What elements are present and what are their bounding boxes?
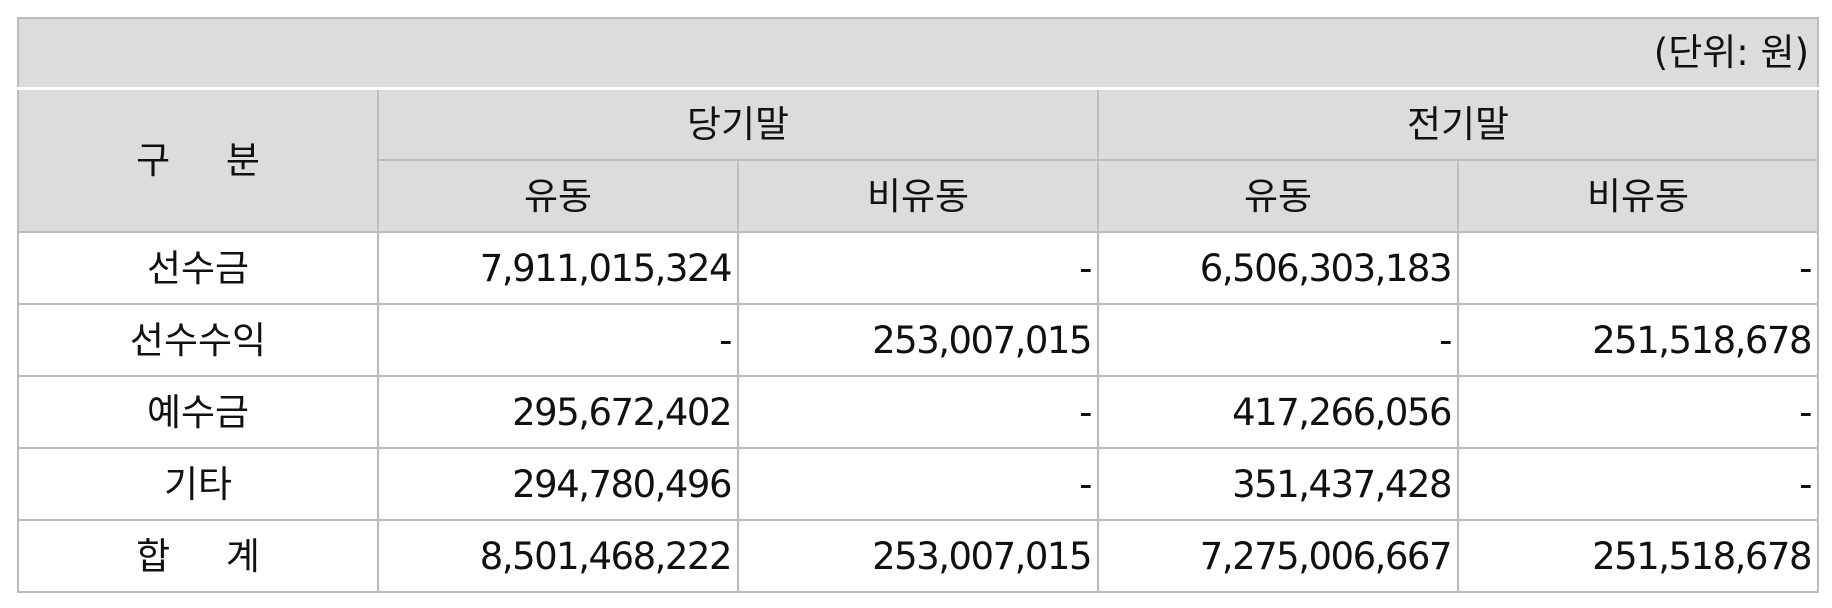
row-label: 예수금 bbox=[17, 375, 379, 449]
row-label: 선수수익 bbox=[17, 303, 379, 377]
cell-value: - bbox=[1097, 303, 1459, 377]
unit-row: (단위: 원) bbox=[17, 17, 1819, 90]
prior-period-noncurrent-header: 비유동 bbox=[1457, 159, 1819, 233]
total-row: 합 계 8,501,468,222 253,007,015 7,275,006,… bbox=[17, 519, 1819, 593]
table-row: 예수금 295,672,402 - 417,266,056 - bbox=[17, 375, 1819, 449]
cell-value: 6,506,303,183 bbox=[1097, 231, 1459, 305]
cell-value: 294,780,496 bbox=[377, 447, 739, 521]
advance-receipts-table: (단위: 원) 구 분 당기말 전기말 유동 비유동 유동 비유동 선수금 7,… bbox=[17, 17, 1819, 593]
cell-value: - bbox=[737, 447, 1099, 521]
cell-value: - bbox=[1457, 231, 1819, 305]
row-label: 선수금 bbox=[17, 231, 379, 305]
cell-value: - bbox=[1457, 375, 1819, 449]
cell-value: - bbox=[737, 375, 1099, 449]
cell-value: 251,518,678 bbox=[1457, 519, 1819, 593]
current-period-noncurrent-header: 비유동 bbox=[737, 159, 1099, 233]
prior-period-current-header: 유동 bbox=[1097, 159, 1459, 233]
prior-period-header: 전기말 bbox=[1097, 87, 1819, 161]
cell-value: 251,518,678 bbox=[1457, 303, 1819, 377]
table-row: 기타 294,780,496 - 351,437,428 - bbox=[17, 447, 1819, 521]
cell-value: 253,007,015 bbox=[737, 519, 1099, 593]
category-header: 구 분 bbox=[17, 87, 379, 233]
table-row: 선수수익 - 253,007,015 - 251,518,678 bbox=[17, 303, 1819, 377]
period-header-row: 구 분 당기말 전기말 bbox=[17, 87, 1819, 233]
cell-value: 351,437,428 bbox=[1097, 447, 1459, 521]
cell-value: - bbox=[1457, 447, 1819, 521]
row-label: 기타 bbox=[17, 447, 379, 521]
cell-value: 253,007,015 bbox=[737, 303, 1099, 377]
cell-value: - bbox=[377, 303, 739, 377]
cell-value: - bbox=[737, 231, 1099, 305]
current-period-current-header: 유동 bbox=[377, 159, 739, 233]
cell-value: 295,672,402 bbox=[377, 375, 739, 449]
liability-table-container: (단위: 원) 구 분 당기말 전기말 유동 비유동 유동 비유동 선수금 7,… bbox=[17, 17, 1819, 593]
cell-value: 7,275,006,667 bbox=[1097, 519, 1459, 593]
total-label: 합 계 bbox=[17, 519, 379, 593]
cell-value: 8,501,468,222 bbox=[377, 519, 739, 593]
cell-value: 7,911,015,324 bbox=[377, 231, 739, 305]
current-period-header: 당기말 bbox=[377, 87, 1099, 161]
unit-label: (단위: 원) bbox=[17, 17, 1819, 90]
cell-value: 417,266,056 bbox=[1097, 375, 1459, 449]
table-row: 선수금 7,911,015,324 - 6,506,303,183 - bbox=[17, 231, 1819, 305]
type-header-row: 유동 비유동 유동 비유동 bbox=[18, 159, 1819, 233]
